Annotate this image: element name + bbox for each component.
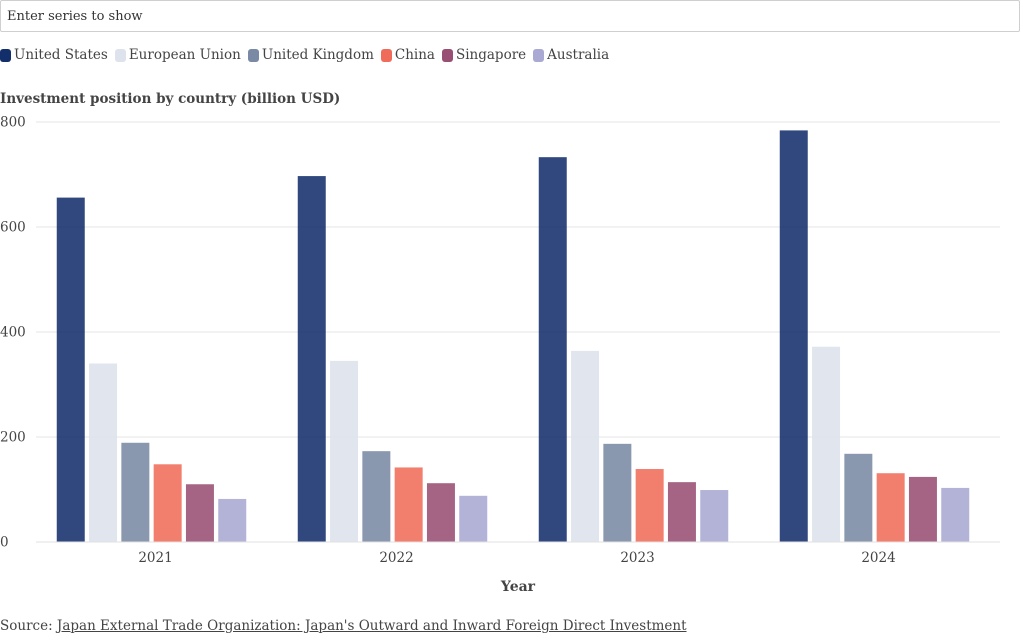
source-prefix: Source: (0, 618, 53, 634)
bar (297, 176, 326, 542)
source-note: Source: Japan External Trade Organizatio… (0, 618, 687, 634)
legend-label: Australia (547, 47, 610, 63)
bar (635, 469, 664, 542)
bar (362, 451, 391, 542)
legend-label: United Kingdom (261, 47, 374, 63)
bar (700, 490, 729, 542)
bar (185, 484, 214, 542)
bar (218, 498, 247, 542)
bar (571, 350, 600, 542)
bar (426, 483, 455, 542)
y-tick-label: 800 (0, 115, 26, 131)
y-tick-label: 600 (0, 220, 26, 236)
bar-chart: 0 200 400 600 800 2021 2022 2023 2024 Year (0, 115, 1000, 595)
bar (844, 453, 873, 542)
bar (89, 363, 118, 542)
legend-item[interactable]: United States (0, 47, 108, 63)
legend-swatch (247, 48, 259, 62)
bar (941, 487, 970, 542)
legend-swatch (533, 48, 545, 62)
legend-label: China (394, 47, 435, 63)
legend-item[interactable]: Singapore (441, 47, 527, 63)
bar (121, 442, 150, 542)
legend-label: Singapore (455, 47, 527, 63)
bar (153, 464, 182, 542)
x-tick-label: 2022 (379, 550, 413, 566)
chart-legend: United States European Union United Kingdo… (0, 45, 616, 65)
legend-item[interactable]: China (380, 47, 435, 63)
bar (394, 467, 423, 542)
y-tick-label: 0 (0, 535, 9, 551)
bar (876, 473, 905, 542)
legend-item[interactable]: United Kingdom (247, 47, 374, 63)
bar (812, 346, 841, 542)
bar (667, 482, 696, 542)
legend-swatch (0, 48, 11, 62)
legend-label: United States (14, 47, 108, 63)
x-tick-label: 2021 (138, 550, 172, 566)
legend-item[interactable]: European Union (114, 47, 241, 63)
bar (538, 157, 567, 543)
x-tick-label: 2024 (861, 550, 895, 566)
x-tick-label: 2023 (620, 550, 654, 566)
series-search-input[interactable] (0, 0, 1020, 32)
bar (603, 443, 632, 542)
bar (459, 495, 488, 542)
bar (56, 197, 85, 542)
legend-item[interactable]: Australia (533, 47, 609, 63)
source-link[interactable]: Japan External Trade Organization: Japan… (56, 618, 687, 634)
bar (908, 476, 937, 542)
bar (330, 360, 359, 542)
legend-swatch (441, 48, 453, 62)
chart-title: Investment position by country (billion … (0, 91, 341, 107)
legend-label: European Union (128, 47, 241, 63)
legend-swatch (380, 48, 392, 62)
bar (779, 130, 808, 542)
y-tick-label: 200 (0, 430, 26, 446)
legend-swatch (114, 48, 126, 62)
x-axis-title: Year (500, 579, 536, 595)
y-tick-label: 400 (0, 325, 26, 341)
